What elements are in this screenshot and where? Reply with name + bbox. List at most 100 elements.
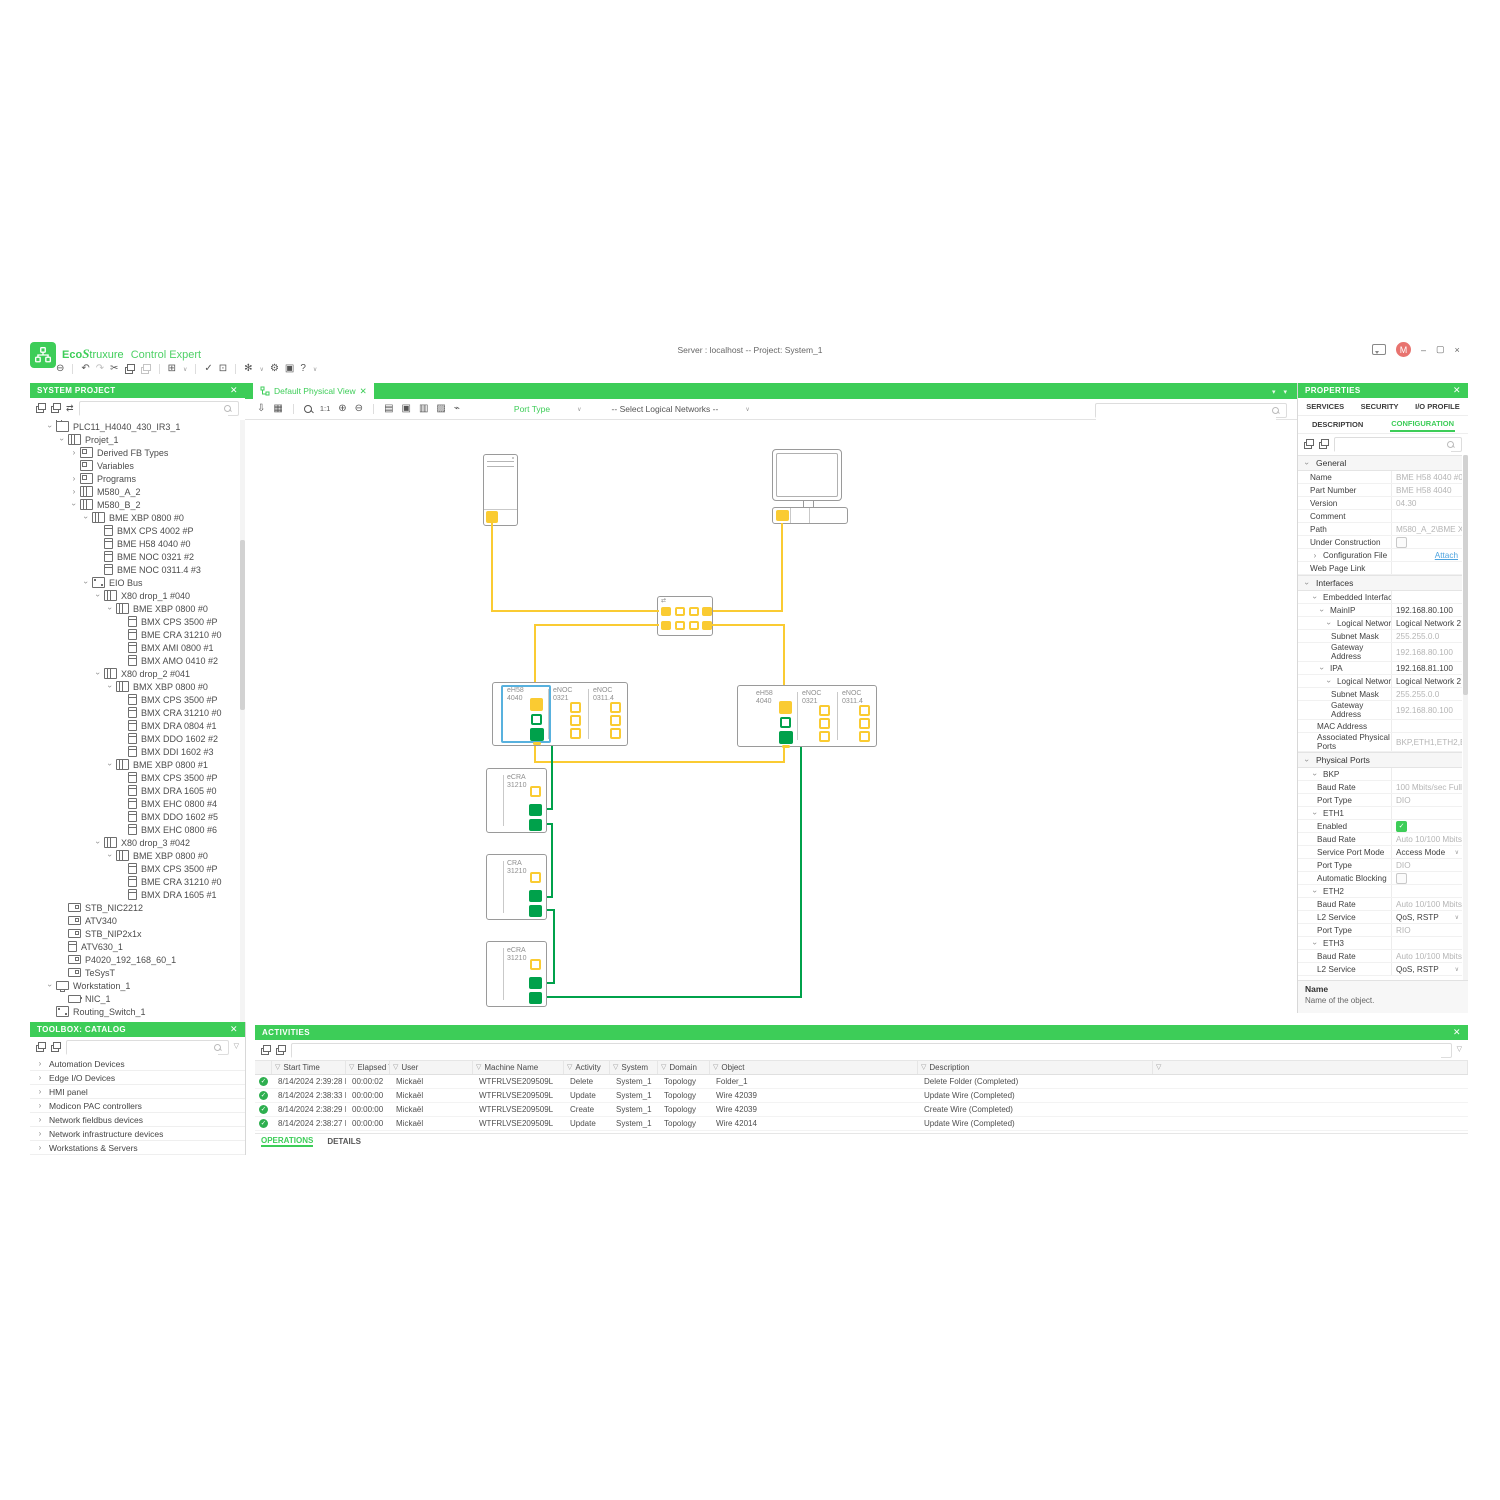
- physical-view-canvas[interactable]: ⇄ eH58 4040 eNOC 0321 eNOC 0311.4 eH58 4040…: [245, 420, 1297, 1022]
- tree-item[interactable]: BMX CPS 4002 #P: [30, 524, 239, 537]
- column-header-activity[interactable]: ▽ Activity: [564, 1061, 610, 1074]
- print-view-icon[interactable]: ▨: [436, 403, 446, 414]
- toolbox-search-input[interactable]: [67, 1045, 218, 1057]
- frame-icon[interactable]: ▣: [284, 363, 295, 374]
- ethernet-wire[interactable]: [534, 761, 785, 763]
- property-value-text[interactable]: Logical Network 2: [1396, 618, 1462, 628]
- category-expander-icon[interactable]: ›: [38, 1073, 42, 1082]
- tools-icon[interactable]: ✻: [244, 363, 253, 374]
- tree-item[interactable]: TeSysT: [30, 966, 239, 979]
- ethernet-wire[interactable]: [713, 610, 783, 612]
- project-search-input[interactable]: [79, 406, 228, 418]
- import-icon[interactable]: ⇩: [257, 403, 266, 414]
- tree-expander-icon[interactable]: ›: [105, 607, 115, 610]
- tree-item[interactable]: BMX CPS 3500 #P: [30, 862, 239, 875]
- export-icon[interactable]: ▣: [401, 403, 411, 414]
- tree-item[interactable]: › M580_A_2: [30, 485, 239, 498]
- user-avatar[interactable]: M: [1396, 342, 1411, 357]
- ethernet-wire[interactable]: [534, 624, 536, 698]
- settings-icon[interactable]: ⚙: [269, 363, 279, 374]
- chevron-down-icon[interactable]: ∨: [1461, 620, 1462, 627]
- toolbox-category[interactable]: › Edge I/O Devices: [30, 1071, 245, 1085]
- rio-wire[interactable]: [539, 982, 555, 984]
- tree-item[interactable]: › EIO Bus: [30, 576, 239, 589]
- property-value-text[interactable]: 192.168.81.100: [1396, 663, 1453, 673]
- activity-row[interactable]: ✓ 8/14/2024 2:38:29 PM 00:00:00 Mickaël WTFR…: [255, 1103, 1468, 1117]
- activity-row[interactable]: ✓8/14/2024 2:38:27 PM00:00:00MickaëlWTFR…: [255, 1117, 1468, 1131]
- cut-icon[interactable]: ✂: [110, 363, 119, 374]
- auto-layout-icon[interactable]: ⌁: [453, 403, 460, 414]
- tree-expander-icon[interactable]: ›: [93, 841, 103, 844]
- filter-icon[interactable]: ▽: [349, 1063, 355, 1071]
- tree-item[interactable]: Routing_Switch_1: [30, 1005, 239, 1018]
- expand-all-icon[interactable]: [1319, 439, 1329, 449]
- tree-item[interactable]: › X80 drop_2 #041: [30, 667, 239, 680]
- tree-item[interactable]: BMX DDI 1602 #3: [30, 745, 239, 758]
- tree-expander-icon[interactable]: ›: [81, 581, 91, 584]
- tab-default-physical-view[interactable]: Default Physical View ✕: [253, 383, 374, 399]
- rio-wire[interactable]: [553, 909, 555, 983]
- toolbox-category[interactable]: › Automation Devices: [30, 1057, 245, 1071]
- activity-row[interactable]: ✓ 8/14/2024 2:38:33 PM 00:00:00 Mickaël WTFR…: [255, 1089, 1468, 1103]
- tree-item[interactable]: › Workstation_1: [30, 979, 239, 992]
- tree-expander-icon[interactable]: ›: [93, 672, 103, 675]
- property-value[interactable]: Logical Network 2∨: [1391, 617, 1462, 629]
- tab-i-o-profile[interactable]: I/O PROFILE: [1415, 402, 1460, 411]
- property-value[interactable]: Access Mode ∨: [1391, 846, 1462, 858]
- property-expander-icon[interactable]: ›: [1310, 595, 1320, 599]
- tree-item[interactable]: › BMX XBP 0800 #0: [30, 680, 239, 693]
- tree-expander-icon[interactable]: ›: [72, 448, 76, 457]
- column-header-domain[interactable]: ▽ Domain: [658, 1061, 710, 1074]
- tree-expander-icon[interactable]: ›: [93, 594, 103, 597]
- tree-item[interactable]: P4020_192_168_60_1: [30, 953, 239, 966]
- close-icon[interactable]: ✕: [1453, 385, 1461, 395]
- filter-icon[interactable]: ▽: [275, 1063, 281, 1071]
- property-value-text[interactable]: Access Mode: [1396, 847, 1446, 857]
- properties-search-input[interactable]: [1335, 442, 1451, 454]
- tree-item[interactable]: › BME XBP 0800 #0: [30, 511, 239, 524]
- tree-expander-icon[interactable]: ›: [45, 984, 55, 987]
- undo-icon[interactable]: ↶: [81, 363, 90, 374]
- collapse-all-icon[interactable]: [36, 1042, 46, 1052]
- property-value-text[interactable]: 192.168.80.100: [1396, 605, 1453, 615]
- property-section-header[interactable]: › General: [1298, 455, 1462, 471]
- properties-search[interactable]: [1334, 436, 1462, 454]
- property-expander-icon[interactable]: ›: [1313, 550, 1317, 560]
- rio-wire[interactable]: [539, 996, 802, 998]
- toolbox-category[interactable]: › Network fieldbus devices: [30, 1113, 245, 1127]
- tab-menu-icon[interactable]: ▾: [1283, 389, 1287, 396]
- tree-item[interactable]: ATV340: [30, 914, 239, 927]
- filter-icon[interactable]: ▽: [567, 1063, 573, 1071]
- property-value[interactable]: Logical Network 2∨: [1391, 675, 1462, 687]
- tree-item[interactable]: BMX CPS 3500 #P: [30, 771, 239, 784]
- project-search[interactable]: [78, 400, 239, 418]
- expand-all-icon[interactable]: [276, 1045, 286, 1055]
- tree-item[interactable]: ATV630_1: [30, 940, 239, 953]
- filter-icon[interactable]: ▽: [713, 1063, 719, 1071]
- zoom-out-icon[interactable]: ⊖: [354, 403, 364, 414]
- tree-item[interactable]: BME NOC 0311.4 #3: [30, 563, 239, 576]
- tree-item[interactable]: BMX DRA 1605 #0: [30, 784, 239, 797]
- section-expander-icon[interactable]: ›: [1302, 461, 1312, 465]
- copy-view-icon[interactable]: ▥: [418, 403, 429, 414]
- tab-configuration[interactable]: CONFIGURATION: [1390, 417, 1455, 432]
- expand-all-icon[interactable]: [51, 403, 61, 413]
- drop-device[interactable]: eCRA 31210: [486, 941, 547, 1007]
- tree-item[interactable]: › BME XBP 0800 #0: [30, 849, 239, 862]
- toolbox-search[interactable]: [66, 1039, 229, 1057]
- collapse-all-icon[interactable]: [1304, 439, 1314, 449]
- section-expander-icon[interactable]: ›: [1302, 581, 1312, 585]
- rio-wire[interactable]: [800, 737, 802, 998]
- filter-icon[interactable]: ▽: [233, 1043, 239, 1050]
- tree-expander-icon[interactable]: ›: [69, 503, 79, 506]
- property-expander-icon[interactable]: ›: [1310, 941, 1320, 945]
- chevron-down-icon[interactable]: ∨: [1461, 678, 1462, 685]
- minimize-button[interactable]: –: [1421, 344, 1427, 355]
- tree-item[interactable]: NIC_1: [30, 992, 239, 1005]
- close-button[interactable]: ×: [1454, 344, 1460, 355]
- tree-item[interactable]: BME NOC 0321 #2: [30, 550, 239, 563]
- ethernet-wire[interactable]: [491, 523, 493, 612]
- category-expander-icon[interactable]: ›: [38, 1101, 42, 1110]
- drop-device[interactable]: eCRA 31210: [486, 768, 547, 833]
- tab-details[interactable]: DETAILS: [327, 1137, 361, 1146]
